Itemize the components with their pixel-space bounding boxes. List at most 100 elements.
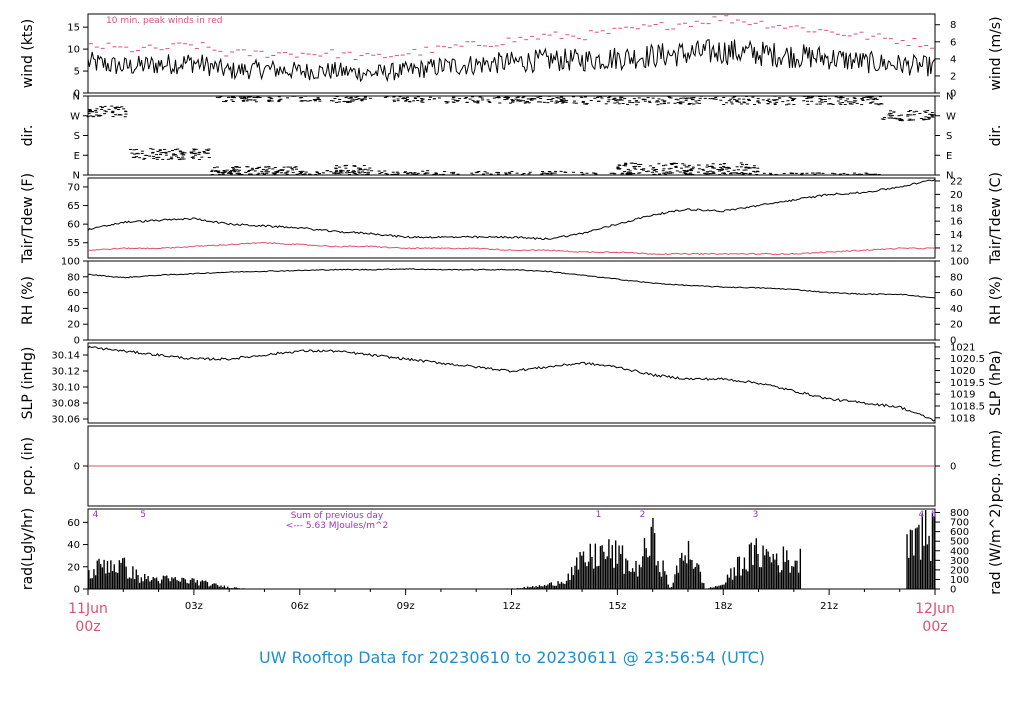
y-axis-label-right: pcp. (mm) xyxy=(988,430,1004,503)
y-tick-label: N xyxy=(73,92,80,103)
y-tick-label: 20 xyxy=(67,562,80,573)
y-tick-label: 0 xyxy=(74,462,80,473)
y-axis-label: SLP (inHg) xyxy=(20,347,36,420)
y-tick-label: 80 xyxy=(67,272,80,283)
panel-frame xyxy=(87,13,936,94)
slp-series-line xyxy=(87,345,936,422)
y-tick-label: 10 xyxy=(67,45,80,56)
y-tick-label-right: S xyxy=(946,131,952,142)
y-tick-label-right: 100 xyxy=(950,575,969,586)
y-tick-label: 30.12 xyxy=(51,367,80,378)
panel-frame xyxy=(87,508,936,590)
y-tick-label-right: 300 xyxy=(950,556,969,567)
y-tick-label-right: 18 xyxy=(950,203,963,214)
radiation-marker-label: 4 xyxy=(93,510,99,520)
y-tick-label-right: N xyxy=(946,92,953,103)
y-tick-label-right: 600 xyxy=(950,527,969,538)
y-axis-label-right: RH (%) xyxy=(988,276,1004,325)
radiation-marker-label: 5 xyxy=(140,510,146,520)
y-axis-label: rad(Lgly/hr) xyxy=(20,508,36,590)
y-axis-label: RH (%) xyxy=(20,276,36,325)
panel-frame xyxy=(87,177,936,259)
y-axis-label: pcp. (in) xyxy=(20,437,36,495)
y-tick-label: E xyxy=(74,151,80,162)
time-tick-label: 15z xyxy=(608,601,626,612)
y-tick-label-right: 1018.5 xyxy=(950,401,985,412)
y-tick-label-right: 0 xyxy=(950,462,956,473)
radiation-marker-label: 2 xyxy=(640,510,646,520)
y-axis-label-right: wind (m/s) xyxy=(988,16,1004,90)
y-tick-label: 0 xyxy=(74,585,80,596)
y-tick-label: 5 xyxy=(74,67,80,78)
y-tick-label-right: 100 xyxy=(950,257,969,268)
time-end-date: 12Jun xyxy=(915,601,955,617)
y-tick-label: 60 xyxy=(67,288,80,299)
y-tick-label: 40 xyxy=(67,304,80,315)
panel-relative_humidity: 0 20 40 60 80 100 0 20 40 60 80 100 RH (%) RH (%) xyxy=(20,257,1004,347)
y-tick-label-right: 40 xyxy=(950,304,963,315)
radiation-marker-label: 4 xyxy=(918,510,924,520)
radiation-marker-label: 5 xyxy=(931,510,937,520)
y-tick-label-right: 700 xyxy=(950,518,969,529)
y-tick-label: 20 xyxy=(67,320,80,331)
panel-sea_level_pressure: 30.0630.0830.1030.1230.1410181018.510191… xyxy=(20,342,1004,425)
radiation-sum-value: <--- 5.63 MJoules/m^2 xyxy=(286,521,388,531)
y-tick-label: S xyxy=(74,131,80,142)
time-tick-label: 18z xyxy=(714,601,732,612)
panel-frame xyxy=(87,342,936,424)
y-tick-label-right: 22 xyxy=(950,176,963,187)
time-tick-label: 03z xyxy=(185,601,203,612)
y-axis-label-right: rad (W/m^2) xyxy=(988,503,1004,594)
y-tick-label-right: 0 xyxy=(950,336,956,347)
air-temperature-series-line xyxy=(87,178,936,241)
y-tick-label: N xyxy=(73,171,80,182)
y-tick-label-right: 200 xyxy=(950,565,969,576)
y-tick-label-right: 2 xyxy=(950,71,956,82)
dewpoint-series-line xyxy=(87,241,936,256)
y-tick-label: 30.14 xyxy=(51,351,80,362)
time-tick-label: 21z xyxy=(820,601,838,612)
y-tick-label-right: 80 xyxy=(950,272,963,283)
y-tick-label-right: 20 xyxy=(950,320,963,331)
time-tick-label: 09z xyxy=(397,601,415,612)
y-axis-label: Tair/Tdew (F) xyxy=(20,173,36,264)
y-tick-label-right: 4 xyxy=(950,54,956,65)
y-tick-label-right: 1019.5 xyxy=(950,378,985,389)
panel-temperature: 55 60 65 70 12 14 16 18 20 22 Tair/Tdew (F) Tair/Td… xyxy=(20,172,1004,265)
peak-wind-note: 10 min. peak winds in red xyxy=(106,16,223,26)
y-tick-label-right: 12 xyxy=(950,243,963,254)
y-tick-label: 0 xyxy=(74,336,80,347)
y-tick-label: 15 xyxy=(67,23,80,34)
y-tick-label-right: 1020.5 xyxy=(950,354,985,365)
y-tick-label-right: 1018 xyxy=(950,413,975,424)
y-tick-label-right: N xyxy=(946,171,953,182)
y-tick-label-right: 8 xyxy=(950,20,956,31)
time-end-hour: 00z xyxy=(922,619,947,635)
y-tick-label: 60 xyxy=(67,518,80,529)
y-tick-label-right: 1019 xyxy=(950,390,975,401)
panel-radiation: 02040600100200300400500600700800rad(Lgly… xyxy=(20,503,1004,595)
y-tick-label-right: E xyxy=(946,151,952,162)
y-axis-label-right: dir. xyxy=(988,125,1004,147)
wind-series-line xyxy=(87,39,936,83)
y-axis-label-right: SLP (hPa) xyxy=(988,350,1004,416)
y-axis-label: dir. xyxy=(20,125,36,147)
y-tick-label-right: 500 xyxy=(950,537,969,548)
y-tick-label: 55 xyxy=(67,238,80,249)
y-tick-label-right: 1020 xyxy=(950,366,975,377)
y-tick-label-right: 400 xyxy=(950,546,969,557)
y-tick-label-right: 14 xyxy=(950,230,963,241)
time-tick-label: 12z xyxy=(503,601,521,612)
y-tick-label: 0 xyxy=(74,89,80,100)
y-tick-label-right: 16 xyxy=(950,217,963,228)
y-tick-label: 30.06 xyxy=(51,415,80,426)
y-tick-label: 65 xyxy=(67,201,80,212)
time-start-date: 11Jun xyxy=(68,601,108,617)
y-tick-label: 100 xyxy=(61,257,80,268)
y-tick-label-right: 1021 xyxy=(950,342,975,353)
y-tick-label: 30.08 xyxy=(51,399,80,410)
y-tick-label: 60 xyxy=(67,220,80,231)
rh-series-line xyxy=(87,268,935,299)
